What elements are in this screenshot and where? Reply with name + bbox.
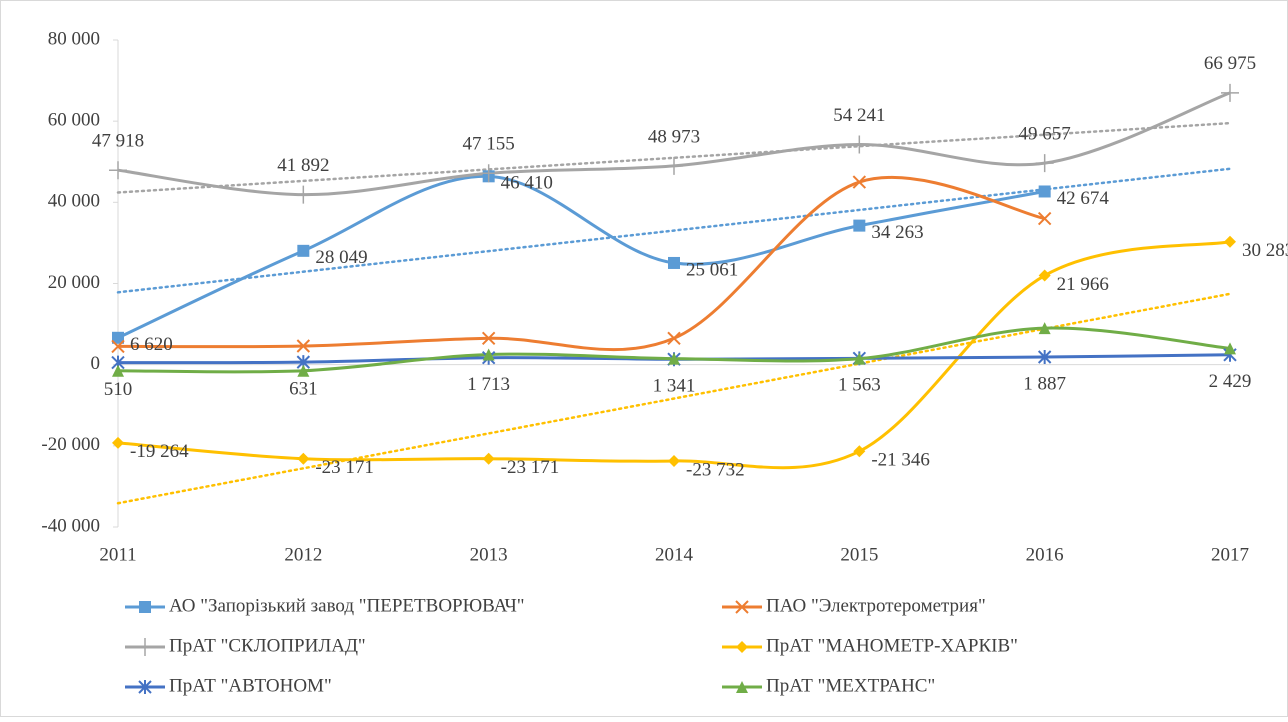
data-label: 25 061 <box>686 259 738 280</box>
legend-label: ПрАТ "МЕХТРАНС" <box>766 675 935 696</box>
marker <box>667 331 681 345</box>
marker <box>139 601 151 613</box>
marker <box>297 244 310 257</box>
data-label: 1 713 <box>467 374 510 395</box>
data-label: 34 263 <box>871 222 923 243</box>
data-label: -19 264 <box>130 441 189 462</box>
marker <box>479 164 498 183</box>
x-tick-label: 2017 <box>1211 544 1249 565</box>
marker <box>1038 269 1051 282</box>
marker <box>112 331 124 344</box>
legend-label: ПрАТ "АВТОНОМ" <box>169 675 332 696</box>
data-label: -23 171 <box>315 457 374 478</box>
marker <box>297 364 310 377</box>
data-label: 54 241 <box>833 105 885 126</box>
data-label: 30 283 <box>1242 240 1288 261</box>
marker <box>668 454 680 467</box>
data-label: -23 171 <box>501 457 560 478</box>
marker <box>482 452 495 465</box>
marker <box>109 161 127 180</box>
marker <box>297 452 310 465</box>
marker <box>138 680 152 694</box>
data-label: -21 346 <box>871 450 930 471</box>
marker <box>1224 235 1236 248</box>
marker <box>1037 350 1052 365</box>
x-tick-label: 2012 <box>284 544 322 565</box>
data-label: 41 892 <box>277 155 329 176</box>
marker <box>853 219 866 232</box>
marker <box>482 348 495 361</box>
data-label: 47 918 <box>92 131 144 152</box>
marker <box>852 175 867 189</box>
data-label: 1 563 <box>838 375 881 396</box>
data-label: 42 674 <box>1057 188 1110 209</box>
data-label: 2 429 <box>1209 371 1252 392</box>
marker <box>668 256 680 269</box>
x-tick-label: 2016 <box>1026 544 1064 565</box>
y-tick-label: 60 000 <box>48 110 100 131</box>
x-tick-label: 2014 <box>655 544 694 565</box>
marker <box>1035 154 1054 173</box>
marker <box>111 339 125 354</box>
data-label: 1 887 <box>1023 373 1066 394</box>
y-tick-label: 40 000 <box>48 191 100 212</box>
marker <box>296 339 311 353</box>
legend-label: АО "Запорізький завод "ПЕРЕТВОРЮВАЧ" <box>169 595 525 616</box>
series-line <box>117 174 1045 340</box>
data-label: 510 <box>104 379 133 400</box>
legend-label: ПрАТ "МАНОМЕТР-ХАРКІВ" <box>766 635 1018 656</box>
marker <box>136 638 154 656</box>
y-tick-label: 20 000 <box>48 272 100 293</box>
marker <box>481 331 496 345</box>
marker <box>668 352 680 365</box>
data-label: 47 155 <box>463 134 515 155</box>
data-label: 48 973 <box>648 126 700 147</box>
marker <box>665 156 683 175</box>
x-tick-label: 2015 <box>840 544 878 565</box>
y-tick-label: 0 <box>91 353 101 374</box>
marker <box>853 352 866 365</box>
data-label: -23 732 <box>686 459 745 480</box>
marker <box>1037 211 1052 226</box>
marker <box>294 185 313 204</box>
data-label: 49 657 <box>1019 124 1071 145</box>
marker <box>735 600 749 614</box>
data-label: 28 049 <box>315 247 367 268</box>
marker <box>736 681 748 693</box>
marker <box>1224 342 1236 355</box>
data-label: 21 966 <box>1057 274 1109 295</box>
marker <box>736 641 748 653</box>
x-tick-label: 2013 <box>470 544 508 565</box>
marker <box>112 436 124 449</box>
marker <box>112 364 124 377</box>
marker <box>850 135 869 154</box>
data-label: 46 410 <box>501 173 553 194</box>
marker <box>1221 83 1239 102</box>
marker <box>853 445 866 458</box>
data-label: 631 <box>289 378 318 399</box>
legend-label: ПАО "Электротерометрия" <box>766 595 986 616</box>
data-label: 66 975 <box>1204 53 1256 74</box>
marker <box>1038 185 1051 198</box>
y-tick-label: -40 000 <box>41 515 100 536</box>
series-line <box>117 176 1045 352</box>
data-label: 6 620 <box>130 334 173 355</box>
y-tick-label: 80 000 <box>48 28 100 49</box>
x-tick-label: 2011 <box>99 544 136 565</box>
data-label: 1 341 <box>653 376 696 397</box>
legend-label: ПрАТ "СКЛОПРИЛАД" <box>169 635 366 656</box>
marker <box>1038 322 1051 335</box>
y-tick-label: -20 000 <box>41 434 100 455</box>
